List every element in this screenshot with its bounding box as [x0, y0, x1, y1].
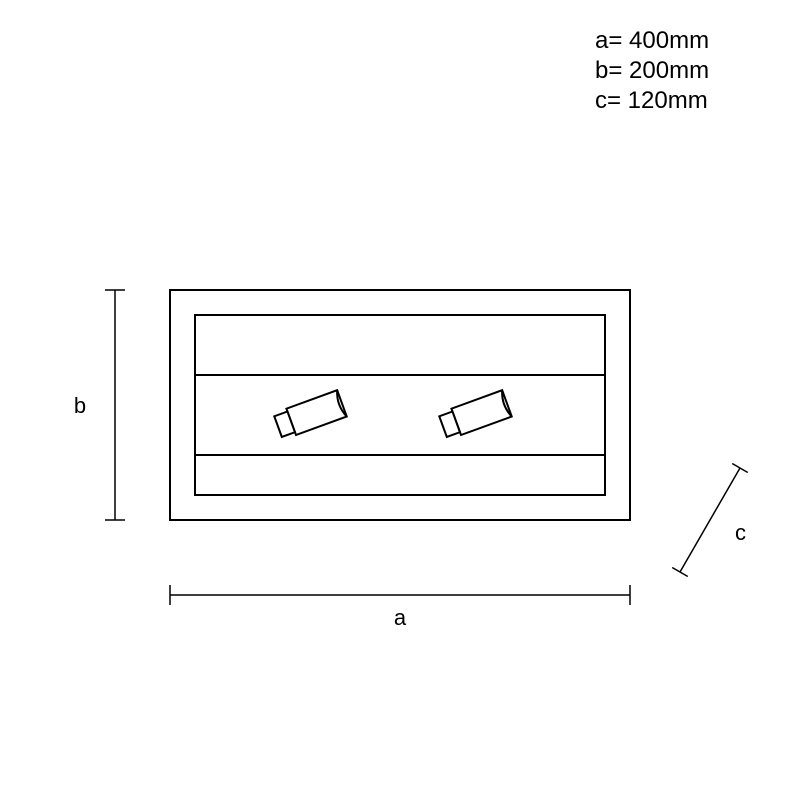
- legend-row: c= 120mm: [595, 87, 708, 114]
- technical-drawing: a b c a= 400mm b= 200mm c= 120mm: [0, 0, 800, 800]
- legend-row: b= 200mm: [595, 57, 709, 84]
- dim-c-line: [680, 468, 740, 572]
- spotlight: [438, 390, 511, 440]
- inner-frame: [195, 315, 605, 495]
- dim-c-label: c: [735, 520, 746, 545]
- spotlight: [273, 390, 346, 440]
- outer-frame: [170, 290, 630, 520]
- dim-b-label: b: [74, 393, 86, 418]
- dim-a-label: a: [394, 605, 407, 630]
- legend-row: a= 400mm: [595, 27, 709, 54]
